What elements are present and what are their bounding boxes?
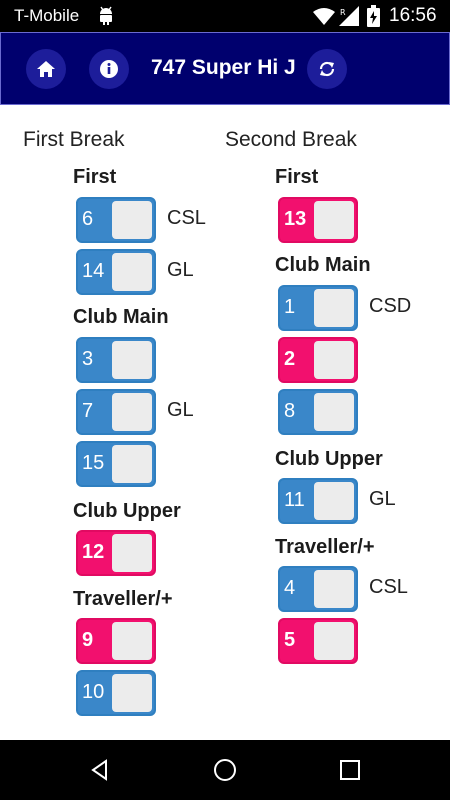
toggle-knob <box>314 289 354 327</box>
seat-number: 11 <box>284 489 305 511</box>
navigation-bar <box>0 740 450 800</box>
toggle-knob <box>314 482 354 520</box>
toggle-knob <box>112 393 152 431</box>
seat-tag: CSD <box>369 295 412 317</box>
sb-group-traveller-label: Traveller/+ <box>275 536 375 558</box>
toggle-knob <box>314 570 354 608</box>
seat-number: 15 <box>82 452 105 474</box>
seat-toggle[interactable]: 5 <box>278 618 358 664</box>
toggle-knob <box>314 201 354 239</box>
seat-tag: GL <box>167 399 194 421</box>
seat-toggle[interactable]: 4 <box>278 566 358 612</box>
seat-number: 7 <box>82 400 94 422</box>
seat-toggle[interactable]: 11 <box>278 478 358 524</box>
toggle-knob <box>112 622 152 660</box>
refresh-button[interactable] <box>307 49 347 89</box>
svg-text:R: R <box>340 8 346 17</box>
seat-toggle[interactable]: 14 <box>76 249 156 295</box>
sb-group-club-upper-label: Club Upper <box>275 448 383 470</box>
signal-icon: R <box>339 6 359 26</box>
seat-toggle[interactable]: 6 <box>76 197 156 243</box>
battery-charging-icon <box>367 5 380 27</box>
seat-number: 2 <box>284 348 296 370</box>
toggle-knob <box>314 393 354 431</box>
seat-toggle[interactable]: 15 <box>76 441 156 487</box>
second-break-heading: Second Break <box>225 128 357 151</box>
toggle-knob <box>112 341 152 379</box>
home-button[interactable] <box>26 49 66 89</box>
home-circle-icon[interactable] <box>213 758 237 782</box>
carrier-name: T-Mobile <box>14 6 80 25</box>
seat-toggle[interactable]: 8 <box>278 389 358 435</box>
sb-group-club-main-label: Club Main <box>275 254 371 276</box>
page-title: 747 Super Hi J <box>151 56 296 79</box>
seat-number: 3 <box>82 348 94 370</box>
seat-number: 9 <box>82 629 94 651</box>
toggle-knob <box>112 534 152 572</box>
fb-group-club-upper-label: Club Upper <box>73 500 181 522</box>
seat-toggle[interactable]: 3 <box>76 337 156 383</box>
seat-number: 12 <box>82 541 105 563</box>
seat-toggle[interactable]: 13 <box>278 197 358 243</box>
seat-toggle[interactable]: 9 <box>76 618 156 664</box>
seat-number: 6 <box>82 208 94 230</box>
seat-tag: CSL <box>167 207 206 229</box>
seat-toggle[interactable]: 7 <box>76 389 156 435</box>
toggle-knob <box>112 201 152 239</box>
info-button[interactable] <box>89 49 129 89</box>
home-icon <box>37 61 55 77</box>
back-icon[interactable] <box>88 758 112 782</box>
clock: 16:56 <box>389 5 437 26</box>
app-header: 747 Super Hi J <box>0 32 450 105</box>
seat-number: 5 <box>284 629 296 651</box>
seat-toggle[interactable]: 1 <box>278 285 358 331</box>
info-icon <box>100 60 118 78</box>
seat-tag: GL <box>167 259 194 281</box>
refresh-icon <box>319 61 335 77</box>
first-break-heading: First Break <box>23 128 125 151</box>
seat-number: 13 <box>284 208 307 230</box>
seat-number: 10 <box>82 681 105 703</box>
seat-number: 8 <box>284 400 296 422</box>
seat-toggle[interactable]: 12 <box>76 530 156 576</box>
toggle-knob <box>112 674 152 712</box>
sb-group-first-label: First <box>275 166 319 188</box>
status-bar: T-Mobile R 16:56 <box>0 0 450 32</box>
seat-tag: CSL <box>369 576 408 598</box>
seat-number: 1 <box>284 296 296 318</box>
wifi-icon <box>313 8 335 25</box>
seat-toggle[interactable]: 2 <box>278 337 358 383</box>
toggle-knob <box>314 622 354 660</box>
toggle-knob <box>314 341 354 379</box>
android-notification-icon <box>100 6 112 25</box>
toggle-knob <box>112 445 152 483</box>
seat-number: 14 <box>82 260 105 282</box>
fb-group-club-main-label: Club Main <box>73 306 169 328</box>
fb-group-first-label: First <box>73 166 117 188</box>
recents-icon[interactable] <box>338 758 362 782</box>
seat-number: 4 <box>284 577 296 599</box>
toggle-knob <box>112 253 152 291</box>
seat-toggle[interactable]: 10 <box>76 670 156 716</box>
seat-tag: GL <box>369 488 396 510</box>
fb-group-traveller-label: Traveller/+ <box>73 588 173 610</box>
